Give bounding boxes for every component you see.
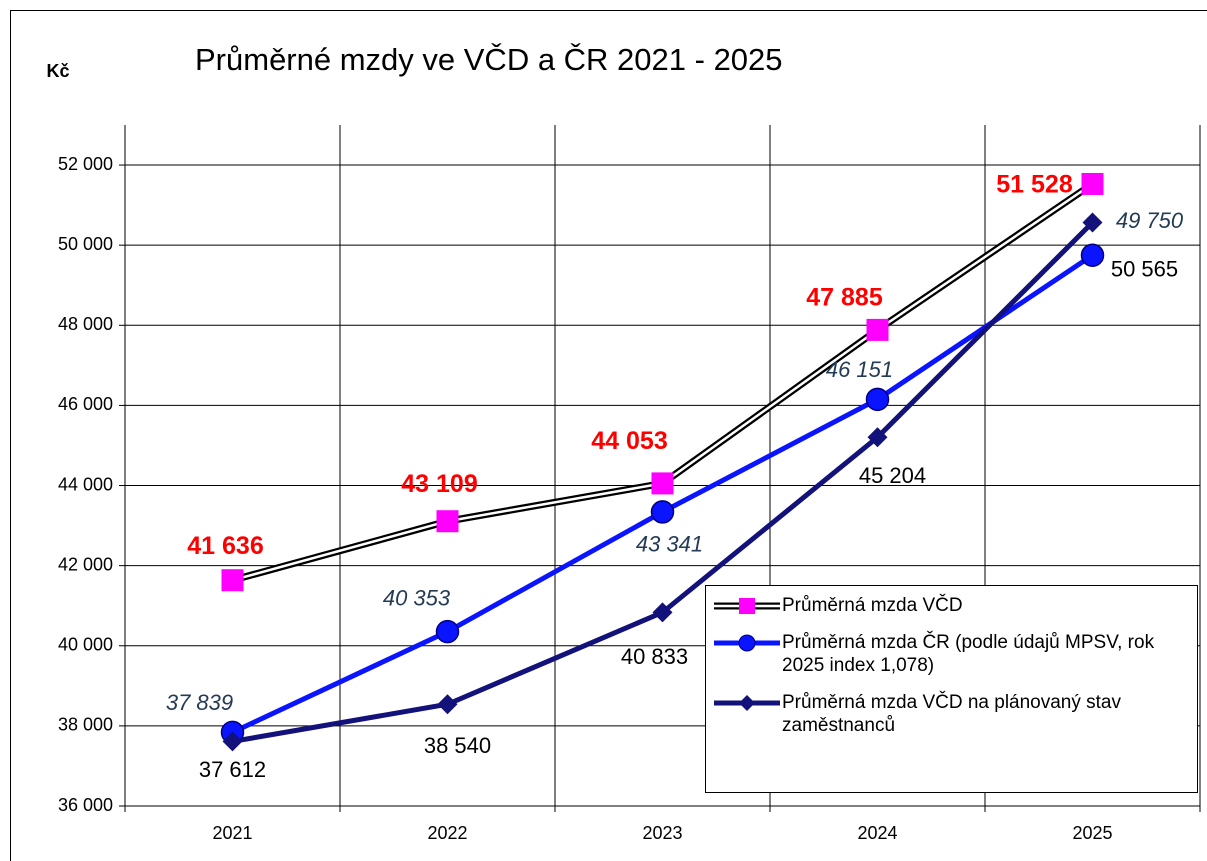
data-label: 49 750	[1116, 208, 1184, 233]
legend-label: Průměrná mzda VČD	[782, 595, 963, 616]
marker-circle	[1080, 243, 1105, 267]
marker-diamond	[222, 731, 243, 752]
marker-square	[1081, 172, 1104, 195]
marker-circle	[650, 500, 675, 524]
x-tick-label: 2025	[1072, 823, 1112, 843]
legend-icon	[714, 598, 780, 614]
legend-icon	[714, 695, 780, 711]
y-tick-label: 36 000	[58, 795, 113, 815]
y-tick-label: 50 000	[58, 234, 113, 254]
data-label: 45 204	[859, 463, 926, 488]
marker-square	[866, 318, 889, 341]
legend-marker	[739, 598, 755, 614]
marker-diamond	[437, 694, 458, 715]
legend-icon	[714, 634, 780, 652]
data-label: 43 341	[636, 532, 703, 557]
frame	[10, 10, 1207, 861]
y-axis-label: Kč	[46, 61, 69, 81]
y-tick-label: 38 000	[58, 715, 113, 735]
marker-circle	[435, 619, 460, 644]
y-tick-label: 42 000	[58, 554, 113, 574]
legend-entry: Průměrná mzda VČD	[712, 594, 1191, 617]
y-tick-label: 48 000	[58, 314, 113, 334]
marker-square	[651, 472, 674, 495]
legend-marker	[738, 634, 756, 652]
marker-square	[221, 569, 244, 592]
data-label: 37 612	[199, 757, 266, 782]
marker-diamond	[1082, 212, 1103, 233]
legend-marker	[739, 695, 755, 711]
data-label: 51 528	[996, 171, 1073, 199]
marker-diamond	[652, 602, 673, 623]
y-tick-label: 40 000	[58, 635, 113, 655]
chart-title: Průměrné mzdy ve VČD a ČR 2021 - 2025	[195, 42, 783, 77]
x-tick-label: 2024	[857, 823, 897, 843]
legend-entry: Průměrná mzda ČR (podle údajů MPSV, rok …	[712, 631, 1191, 677]
y-tick-label: 46 000	[58, 394, 113, 414]
marker-diamond	[867, 427, 888, 448]
legend-label: Průměrná mzda VČD na plánovaný stav zamě…	[782, 692, 1121, 736]
data-label: 40 353	[383, 585, 451, 610]
data-label: 47 885	[806, 284, 883, 312]
data-label: 37 839	[166, 690, 233, 715]
data-label: 41 636	[187, 532, 263, 560]
data-label: 50 565	[1111, 256, 1178, 281]
x-tick-label: 2022	[427, 823, 467, 843]
data-label: 38 540	[424, 733, 491, 758]
data-label: 44 053	[591, 427, 667, 455]
data-label: 43 109	[401, 470, 477, 498]
legend-entry: Průměrná mzda VČD na plánovaný stav zamě…	[712, 691, 1191, 737]
y-tick-label: 44 000	[58, 474, 113, 494]
marker-square	[436, 510, 459, 533]
legend: Průměrná mzda VČD Průměrná mzda ČR (podle…	[705, 585, 1198, 793]
marker-circle	[865, 387, 890, 412]
legend-label: Průměrná mzda ČR (podle údajů MPSV, rok …	[782, 632, 1155, 676]
x-tick-label: 2021	[212, 823, 252, 843]
data-label: 46 151	[826, 357, 893, 382]
y-tick-label: 52 000	[58, 154, 113, 174]
data-label: 40 833	[621, 644, 688, 669]
x-tick-label: 2023	[642, 823, 682, 843]
